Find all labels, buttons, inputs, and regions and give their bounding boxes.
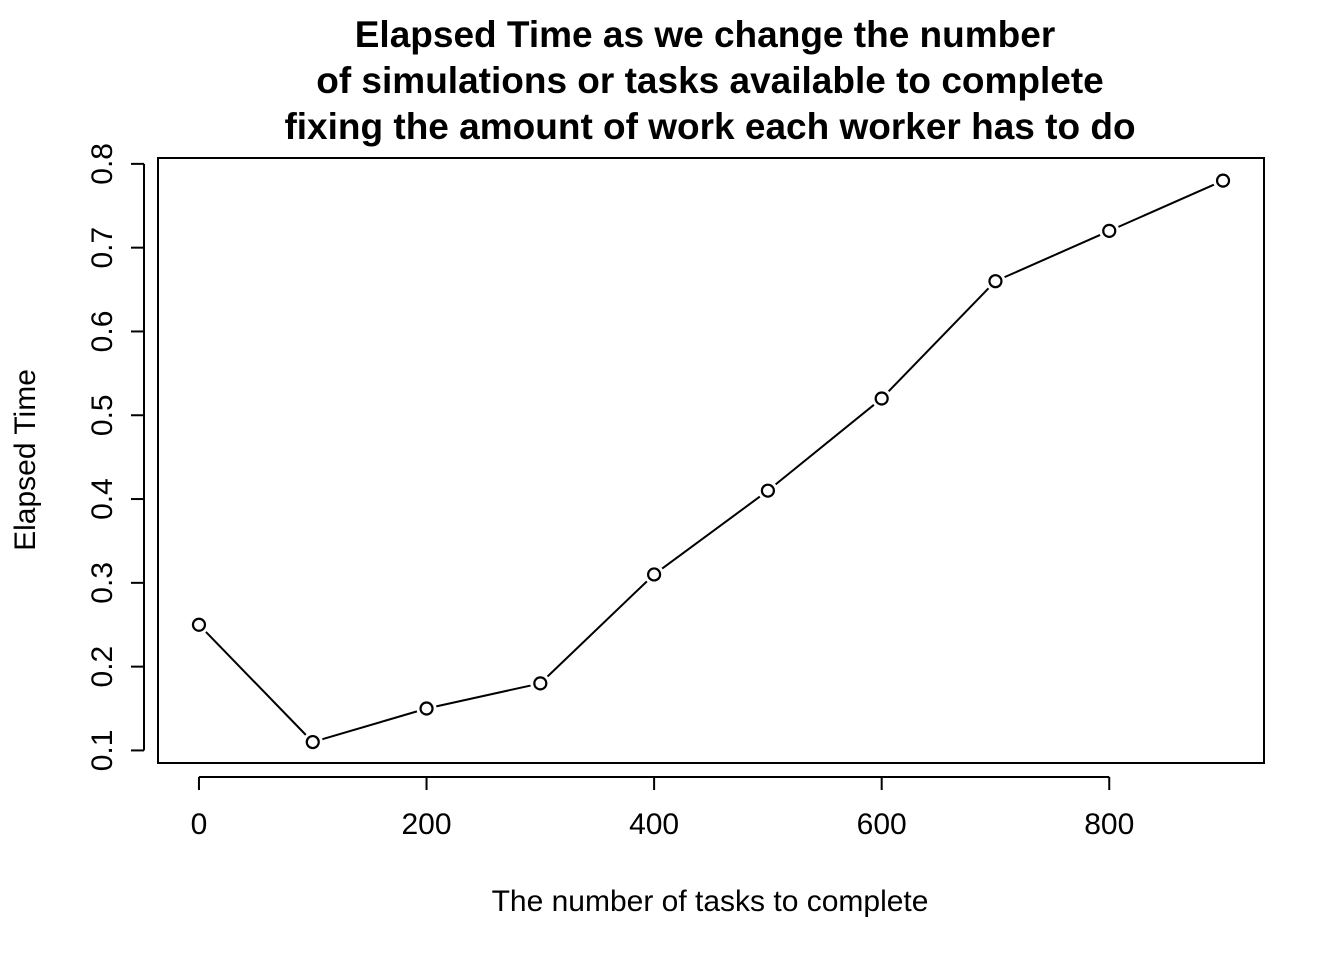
x-tick-label: 600	[857, 808, 907, 841]
y-tick-label: 0.1	[86, 730, 119, 772]
data-point	[647, 567, 662, 582]
series-line-segment	[205, 631, 307, 736]
y-axis: 0.1 0.2 0.3 0.4 0.5 0.6 0.7 0.8	[86, 143, 145, 772]
data-point	[760, 483, 775, 498]
data-point	[305, 734, 320, 750]
x-tick-label: 0	[191, 808, 208, 841]
y-tick-label: 0.6	[86, 311, 119, 353]
series-line-segment	[1117, 183, 1215, 228]
data-point	[1215, 173, 1231, 188]
y-tick-label: 0.3	[86, 562, 119, 604]
chart-title-line-2: of simulations or tasks available to com…	[316, 60, 1104, 101]
data-point	[191, 617, 207, 632]
y-tick-label: 0.4	[86, 478, 119, 520]
data-point	[419, 701, 434, 716]
plot-frame	[157, 157, 1265, 764]
chart-title: Elapsed Time as we change the number of …	[284, 14, 1135, 147]
chart-title-line-1: Elapsed Time as we change the number	[355, 14, 1056, 55]
x-tick-label: 400	[629, 808, 679, 841]
data-point	[533, 676, 548, 691]
series-line-segment	[661, 495, 761, 570]
x-axis-title: The number of tasks to complete	[492, 885, 929, 918]
chart-title-line-3: fixing the amount of work each worker ha…	[284, 106, 1135, 147]
y-tick-label: 0.5	[86, 394, 119, 436]
series-layer	[191, 173, 1231, 750]
data-point	[874, 391, 889, 406]
series-line-segment	[1004, 234, 1101, 279]
data-point	[1102, 223, 1117, 239]
series-line-segment	[887, 287, 990, 393]
x-tick-label: 800	[1084, 808, 1134, 841]
data-point	[988, 274, 1003, 289]
series-line-segment	[546, 580, 648, 678]
series-line-segment	[436, 684, 531, 708]
y-tick-label: 0.2	[86, 646, 119, 688]
y-tick-label: 0.7	[86, 227, 119, 269]
x-tick-label: 200	[402, 808, 452, 841]
series-line-segment	[775, 404, 875, 486]
y-tick-label: 0.8	[86, 143, 119, 185]
y-axis-title: Elapsed Time	[9, 369, 42, 551]
x-axis: 0 200 400 600 800	[191, 776, 1134, 841]
series-line-segment	[322, 710, 418, 741]
